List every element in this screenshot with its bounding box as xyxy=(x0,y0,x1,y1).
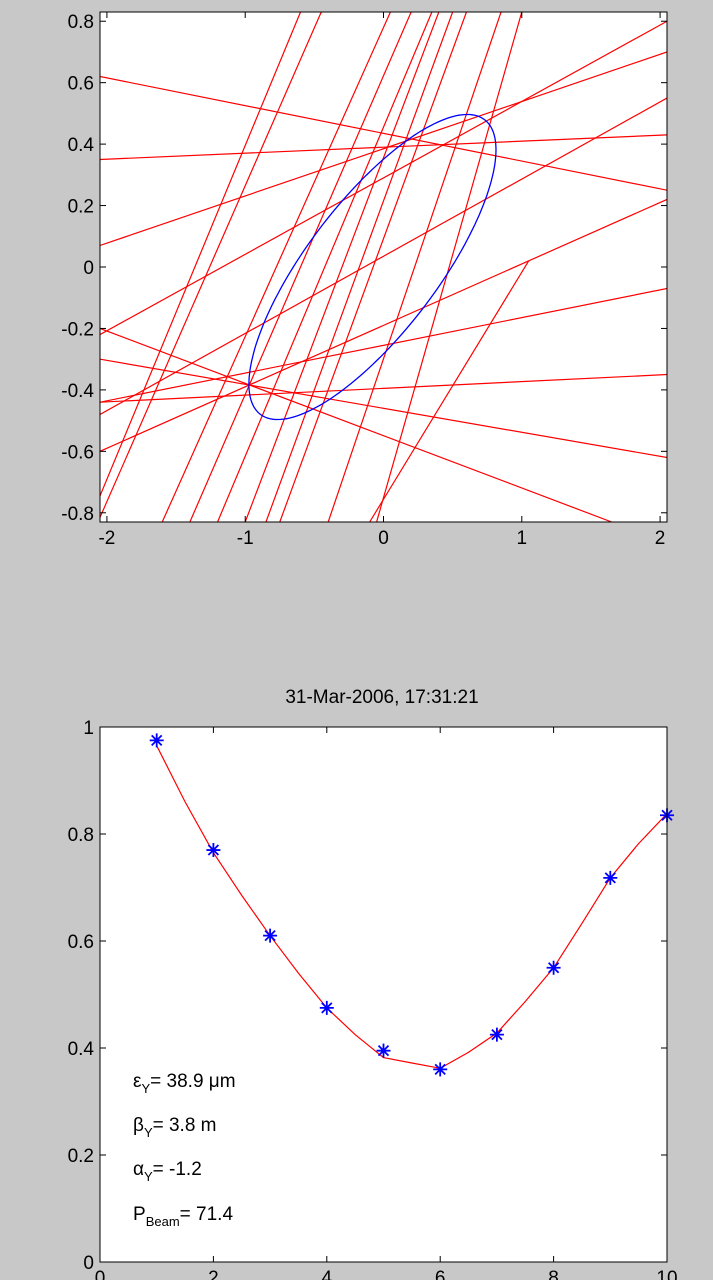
tangent-line xyxy=(100,134,667,161)
y-tick-label: -0.2 xyxy=(61,319,94,340)
y-tick-label: 0.2 xyxy=(68,1146,94,1167)
y-tick-label: -0.4 xyxy=(61,381,94,402)
y-tick-label: 0.4 xyxy=(68,135,95,156)
data-point xyxy=(263,928,278,943)
annotation-emittance: εY= 38.9 μm xyxy=(133,1071,236,1096)
data-point xyxy=(489,1027,504,1042)
tangent-line xyxy=(100,75,667,191)
tangent-line xyxy=(100,12,302,497)
x-tick-label: 8 xyxy=(548,1268,559,1280)
y-tick-label: 0.6 xyxy=(68,932,94,953)
tangent-line xyxy=(100,198,667,452)
tangent-line xyxy=(100,12,322,518)
x-tick-label: 1 xyxy=(517,528,528,549)
y-tick-label: 0 xyxy=(83,1253,94,1274)
x-tick-label: 2 xyxy=(655,528,666,549)
y-tick-label: 0.4 xyxy=(68,1039,95,1060)
tangent-line xyxy=(100,97,667,415)
x-tick-label: -1 xyxy=(237,528,254,549)
axis-ticks: -2 -1 0 1 2 -0.8 -0.6 -0.4 -0.2 0 0.2 0.4 0.6 0.8 xyxy=(61,12,667,549)
data-point xyxy=(206,843,221,858)
data-point xyxy=(149,733,164,748)
tangent-line xyxy=(216,12,433,522)
x-tick-label: 6 xyxy=(435,1268,446,1280)
fit-annotations: εY= 38.9 μm βY= 3.8 m αY= -1.2 PBeam= 71… xyxy=(133,1071,236,1229)
chart-title: 31-Mar-2006, 17:31:21 xyxy=(285,687,478,708)
x-tick-label: 10 xyxy=(656,1268,677,1280)
plot-area xyxy=(100,727,667,1262)
y-tick-label: 0.8 xyxy=(68,825,94,846)
phase-space-plot: -2 -1 0 1 2 -0.8 -0.6 -0.4 -0.2 0 0.2 0.4 0.6 0.8 xyxy=(61,11,668,549)
annotation-beta: βY= 3.8 m xyxy=(133,1115,217,1140)
tangent-line xyxy=(161,12,391,522)
data-point xyxy=(319,1000,334,1015)
y-tick-label: 1 xyxy=(83,718,94,739)
annotation-beam-power: PBeam= 71.4 xyxy=(133,1204,233,1229)
x-tick-label: -2 xyxy=(98,528,115,549)
tangent-line xyxy=(327,12,502,522)
tangent-line xyxy=(100,373,667,403)
y-tick-label: 0.8 xyxy=(68,12,94,33)
y-tick-label: -0.6 xyxy=(61,442,94,463)
tangent-line xyxy=(100,51,667,247)
data-point xyxy=(546,960,561,975)
y-tick-label: 0 xyxy=(83,258,94,279)
tangent-line xyxy=(265,12,454,522)
tangent-line xyxy=(100,287,667,403)
data-point xyxy=(376,1043,391,1058)
data-point xyxy=(603,870,618,885)
x-tick-label: 4 xyxy=(322,1268,333,1280)
tangent-lines xyxy=(100,12,667,522)
data-point xyxy=(433,1062,448,1077)
axis-ticks: 0 2 4 6 8 10 0 0.2 0.4 0.6 0.8 1 xyxy=(68,718,678,1280)
fit-line xyxy=(156,745,668,1069)
emittance-ellipse xyxy=(248,113,497,421)
y-tick-label: -0.8 xyxy=(61,504,94,525)
y-tick-label: 0.2 xyxy=(68,197,94,218)
tangent-line xyxy=(100,358,667,459)
tangent-line xyxy=(369,260,530,522)
x-tick-label: 0 xyxy=(95,1268,106,1280)
plot-area xyxy=(100,12,667,522)
tangent-line xyxy=(189,12,412,522)
tangent-line xyxy=(376,12,523,522)
annotation-alpha: αY= -1.2 xyxy=(133,1159,202,1184)
x-tick-label: 2 xyxy=(208,1268,219,1280)
y-tick-label: 0.6 xyxy=(68,74,94,95)
tangent-line xyxy=(279,12,468,522)
tangent-line xyxy=(100,20,667,336)
plot-frame xyxy=(99,726,668,1263)
beam-size-plot: 31-Mar-2006, 17:31:21 0 2 4 6 8 1000.20.40.60… xyxy=(68,687,678,1280)
tangent-line xyxy=(100,327,612,522)
tangent-line xyxy=(244,12,440,522)
x-tick-label: 0 xyxy=(378,528,389,549)
